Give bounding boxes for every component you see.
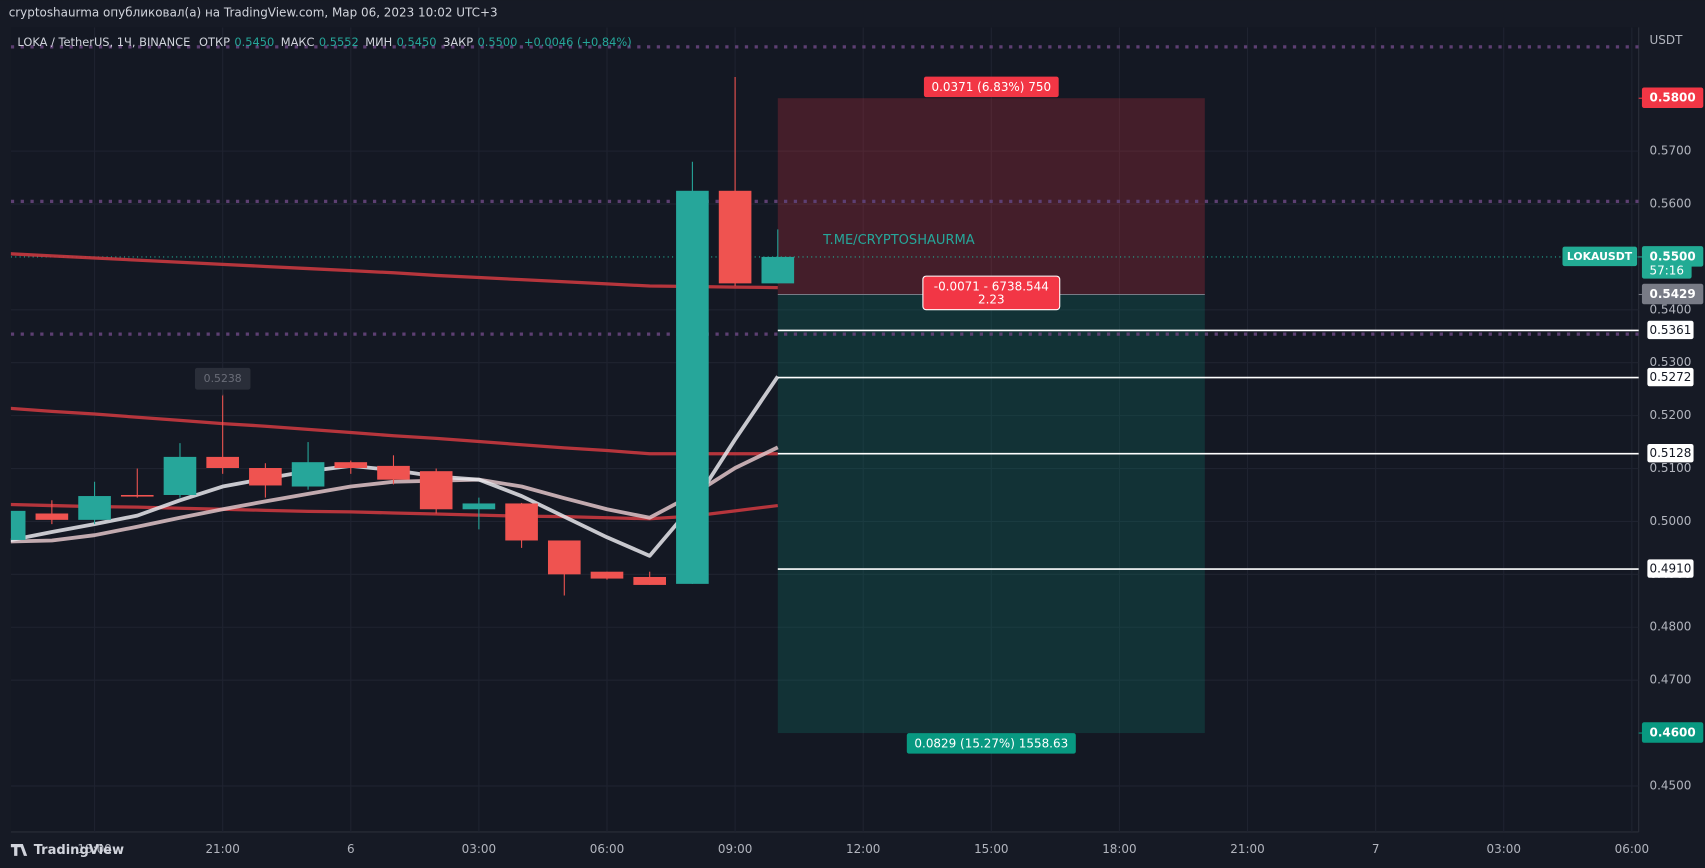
x-tick-label: 6 <box>347 842 355 856</box>
candle-body <box>78 496 111 520</box>
ohlc-label: ЗАКР <box>443 35 473 49</box>
overlay-layer: LOKA / TetherUS, 1Ч, BINANCE ОТКР 0.5450 МА… <box>17 35 1704 856</box>
candle-body <box>291 462 325 487</box>
target-label: 0.0829 (15.27%) 1558.63 <box>914 736 1068 750</box>
price-label-box <box>1641 87 1704 108</box>
candle-body <box>462 503 496 510</box>
ohlc-label: ОТКР <box>199 35 230 49</box>
header-title: cryptoshaurma опубликовал(а) на TradingV… <box>9 6 498 20</box>
ohlc-label: МАКС <box>281 35 315 49</box>
price-label-box <box>1641 722 1704 743</box>
x-tick-label: 12:00 <box>846 842 880 856</box>
entry-label: -0.0071 - 6738.544 <box>934 279 1049 293</box>
change: +0.0046 (+0.84%) <box>524 35 632 49</box>
target-zone <box>777 294 1205 734</box>
ma-line <box>10 406 778 456</box>
level-label-box <box>1647 444 1694 463</box>
x-tick-label: 18:00 <box>77 842 111 856</box>
candle-body <box>590 571 624 579</box>
price-label-box <box>1641 246 1704 267</box>
candle-body <box>505 503 538 541</box>
level-label: 0.5272 <box>1650 370 1692 384</box>
candle-body <box>163 456 197 495</box>
candle-body <box>718 190 752 284</box>
footer-brand: TradingView <box>34 843 124 858</box>
y-tick-label: 0.5600 <box>1650 197 1692 211</box>
y-tick-label: 0.5300 <box>1650 355 1692 369</box>
y-tick-label: 0.4700 <box>1650 673 1692 687</box>
candle-body <box>377 465 410 480</box>
y-tick-label: 0.5200 <box>1650 408 1692 422</box>
stop-label-box <box>923 76 1059 98</box>
plot-area <box>10 27 1639 832</box>
candle-body <box>334 462 368 469</box>
candle-body <box>633 576 667 585</box>
candle-body <box>676 190 709 584</box>
ohlc-value: 0.5450 <box>397 35 437 49</box>
candle-body <box>761 256 795 284</box>
x-tick-label: 15:00 <box>974 842 1008 856</box>
price-label: 0.5500 <box>1650 249 1696 263</box>
x-tick-label: 7 <box>1372 842 1380 856</box>
y-tick-label: 0.5000 <box>1650 514 1692 528</box>
level-label-box <box>1647 320 1694 340</box>
candle-body <box>206 456 239 469</box>
symbol: LOKA / TetherUS, 1Ч, BINANCE <box>17 35 190 49</box>
x-tick-label: 21:00 <box>205 842 239 856</box>
y-tick-label: 0.4800 <box>1650 620 1692 634</box>
x-tick-label: 21:00 <box>1230 842 1264 856</box>
y-tick-label: 0.5700 <box>1650 144 1692 158</box>
x-tick-label: 09:00 <box>718 842 752 856</box>
symbol-label: LOKAUSDT <box>1567 250 1633 263</box>
ratio-label: 2.23 <box>978 292 1005 306</box>
ma-line <box>10 252 778 290</box>
ohlc-value: 0.5552 <box>319 35 359 49</box>
stop-label: 0.0371 (6.83%) 750 <box>932 80 1052 94</box>
ohlc-label: МИН <box>365 35 392 49</box>
candle-body <box>10 510 26 540</box>
countdown-box <box>1641 262 1692 279</box>
candle-body <box>35 513 69 520</box>
level-label-box <box>1647 367 1694 387</box>
y-tick-label: 0.5100 <box>1650 461 1692 475</box>
symbol-label-box <box>1562 246 1638 267</box>
footer-logo: TradingView <box>10 843 124 858</box>
x-tick-label: 06:00 <box>1615 842 1649 856</box>
x-tick-label: 03:00 <box>462 842 496 856</box>
entry-label-box <box>922 275 1061 311</box>
stop-zone <box>777 98 1205 295</box>
countdown: 57:16 <box>1650 264 1684 278</box>
logo-icon <box>10 843 28 856</box>
x-tick-label: 18:00 <box>1102 842 1136 856</box>
x-tick-label: 06:00 <box>590 842 624 856</box>
candle-body <box>120 494 154 497</box>
y-tick-label: 0.4500 <box>1650 778 1692 792</box>
y-tick-label: 0.5400 <box>1650 302 1692 316</box>
level-label: 0.5128 <box>1650 446 1692 460</box>
candle-body <box>419 471 453 510</box>
price-label: 0.5429 <box>1650 287 1696 301</box>
level-label-box <box>1647 559 1694 578</box>
currency: USDT <box>1650 33 1684 47</box>
target-label-box <box>906 733 1076 754</box>
plot-layer: T.ME/CRYPTOSHAURMA <box>10 27 1639 832</box>
high-marker-box <box>194 367 251 390</box>
price-label: 0.5800 <box>1650 91 1696 105</box>
x-tick-label: 03:00 <box>1487 842 1521 856</box>
candle-body <box>547 540 581 575</box>
watermark: T.ME/CRYPTOSHAURMA <box>822 233 975 248</box>
high-marker-label: 0.5238 <box>204 372 242 385</box>
candle-body <box>249 468 282 486</box>
price-label-box <box>1641 283 1704 305</box>
level-label: 0.4910 <box>1650 562 1692 576</box>
ohlc-value: 0.5450 <box>234 35 274 49</box>
price-label: 0.4600 <box>1650 726 1696 740</box>
level-label: 0.5361 <box>1650 323 1692 337</box>
ohlc-value: 0.5500 <box>477 35 517 49</box>
